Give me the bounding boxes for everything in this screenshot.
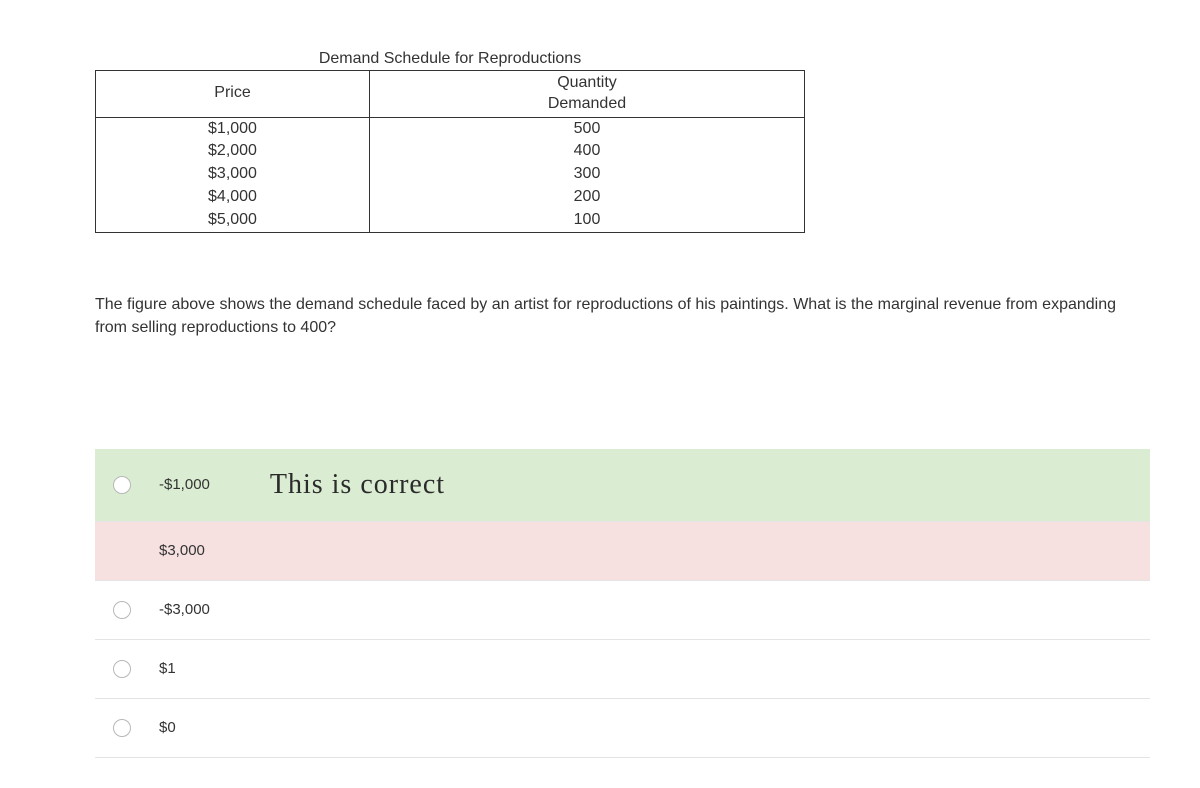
- handwritten-annotation: This is correct: [270, 469, 445, 501]
- cell-qty: 200: [369, 186, 804, 209]
- table-header-row: Price Quantity Demanded: [96, 71, 805, 118]
- demand-table-section: Demand Schedule for Reproductions Price …: [95, 50, 1170, 233]
- table-row: $4,000 200: [96, 186, 805, 209]
- option-label: $3,000: [159, 542, 205, 559]
- option-label: $1: [159, 660, 176, 677]
- cell-qty: 100: [369, 209, 804, 232]
- table-row: $2,000 400: [96, 140, 805, 163]
- cell-price: $4,000: [96, 186, 370, 209]
- option-label: -$1,000: [159, 476, 210, 493]
- question-text: The figure above shows the demand schedu…: [95, 293, 1140, 339]
- radio-icon[interactable]: [113, 476, 131, 494]
- table-row: $5,000 100: [96, 209, 805, 232]
- radio-icon[interactable]: [113, 660, 131, 678]
- option-label: -$3,000: [159, 601, 210, 618]
- cell-qty: 500: [369, 117, 804, 140]
- radio-icon[interactable]: [113, 719, 131, 737]
- demand-table: Price Quantity Demanded $1,000 500 $2,00…: [95, 70, 805, 233]
- option-label: $0: [159, 719, 176, 736]
- cell-price: $1,000: [96, 117, 370, 140]
- answer-options: -$1,000 This is correct $3,000 -$3,000 $…: [95, 449, 1150, 758]
- table-row: $1,000 500: [96, 117, 805, 140]
- radio-icon[interactable]: [113, 601, 131, 619]
- header-quantity: Quantity Demanded: [369, 71, 804, 118]
- cell-qty: 400: [369, 140, 804, 163]
- option-correct[interactable]: -$1,000 This is correct: [95, 449, 1150, 522]
- cell-price: $2,000: [96, 140, 370, 163]
- header-price: Price: [96, 71, 370, 118]
- table-caption: Demand Schedule for Reproductions: [95, 50, 805, 68]
- cell-price: $3,000: [96, 163, 370, 186]
- option-wrong[interactable]: $3,000: [95, 522, 1150, 581]
- table-row: $3,000 300: [96, 163, 805, 186]
- cell-price: $5,000: [96, 209, 370, 232]
- option-plain[interactable]: -$3,000: [95, 581, 1150, 640]
- option-plain[interactable]: $1: [95, 640, 1150, 699]
- cell-qty: 300: [369, 163, 804, 186]
- option-plain[interactable]: $0: [95, 699, 1150, 758]
